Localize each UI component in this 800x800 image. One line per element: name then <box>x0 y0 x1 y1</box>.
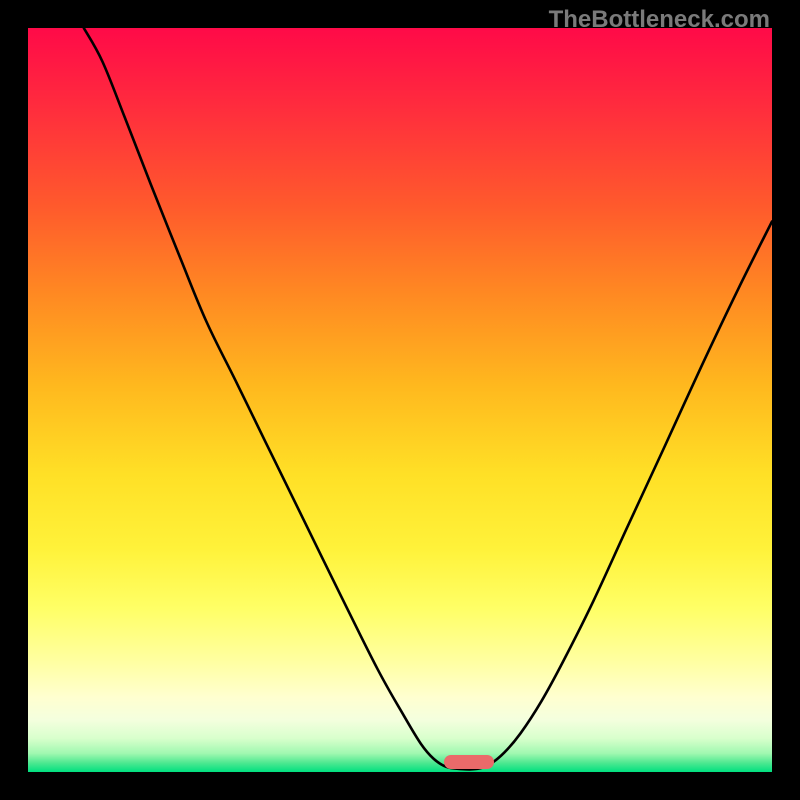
bottleneck-chart: TheBottleneck.com <box>0 0 800 800</box>
plot-area <box>28 28 772 772</box>
watermark-text: TheBottleneck.com <box>549 6 770 34</box>
optimal-marker <box>444 755 494 769</box>
bottleneck-curve <box>28 28 772 772</box>
